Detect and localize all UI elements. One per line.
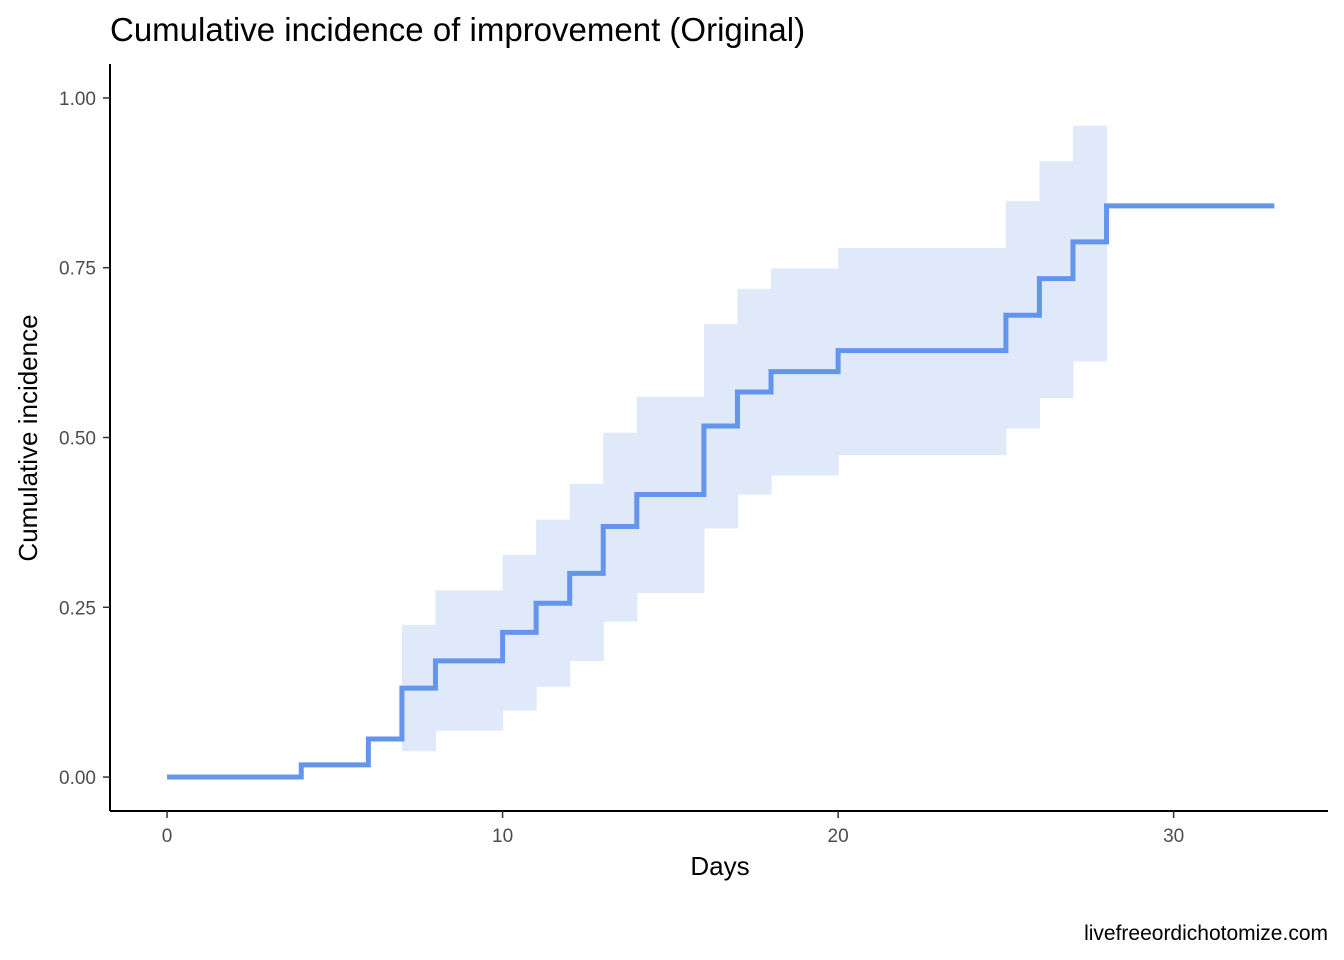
y-tick-label-0: 0.00 [59,768,96,789]
x-axis-title: Days [690,851,749,881]
y-axis-title: Cumulative incidence [13,314,43,561]
y-tick-label-2: 0.50 [59,429,96,450]
chart-caption: livefreeordichotomize.com [1084,922,1328,945]
x-tick-label-0: 0 [162,826,173,847]
incidence-step-path [167,203,1275,780]
incidence-step-line [167,203,1275,780]
confidence-band [401,125,1108,752]
x-tick-label-1: 10 [492,826,513,847]
axis-ticks: 0 10 20 30 0.00 0.25 0.50 0.75 1.00 [59,89,1184,847]
x-tick-label-2: 20 [828,826,849,847]
chart-title: Cumulative incidence of improvement (Ori… [110,11,805,48]
y-tick-label-3: 0.75 [59,259,96,280]
x-tick-label-3: 30 [1163,826,1184,847]
y-tick-label-4: 1.00 [59,89,96,110]
y-tick-label-1: 0.25 [59,598,96,619]
